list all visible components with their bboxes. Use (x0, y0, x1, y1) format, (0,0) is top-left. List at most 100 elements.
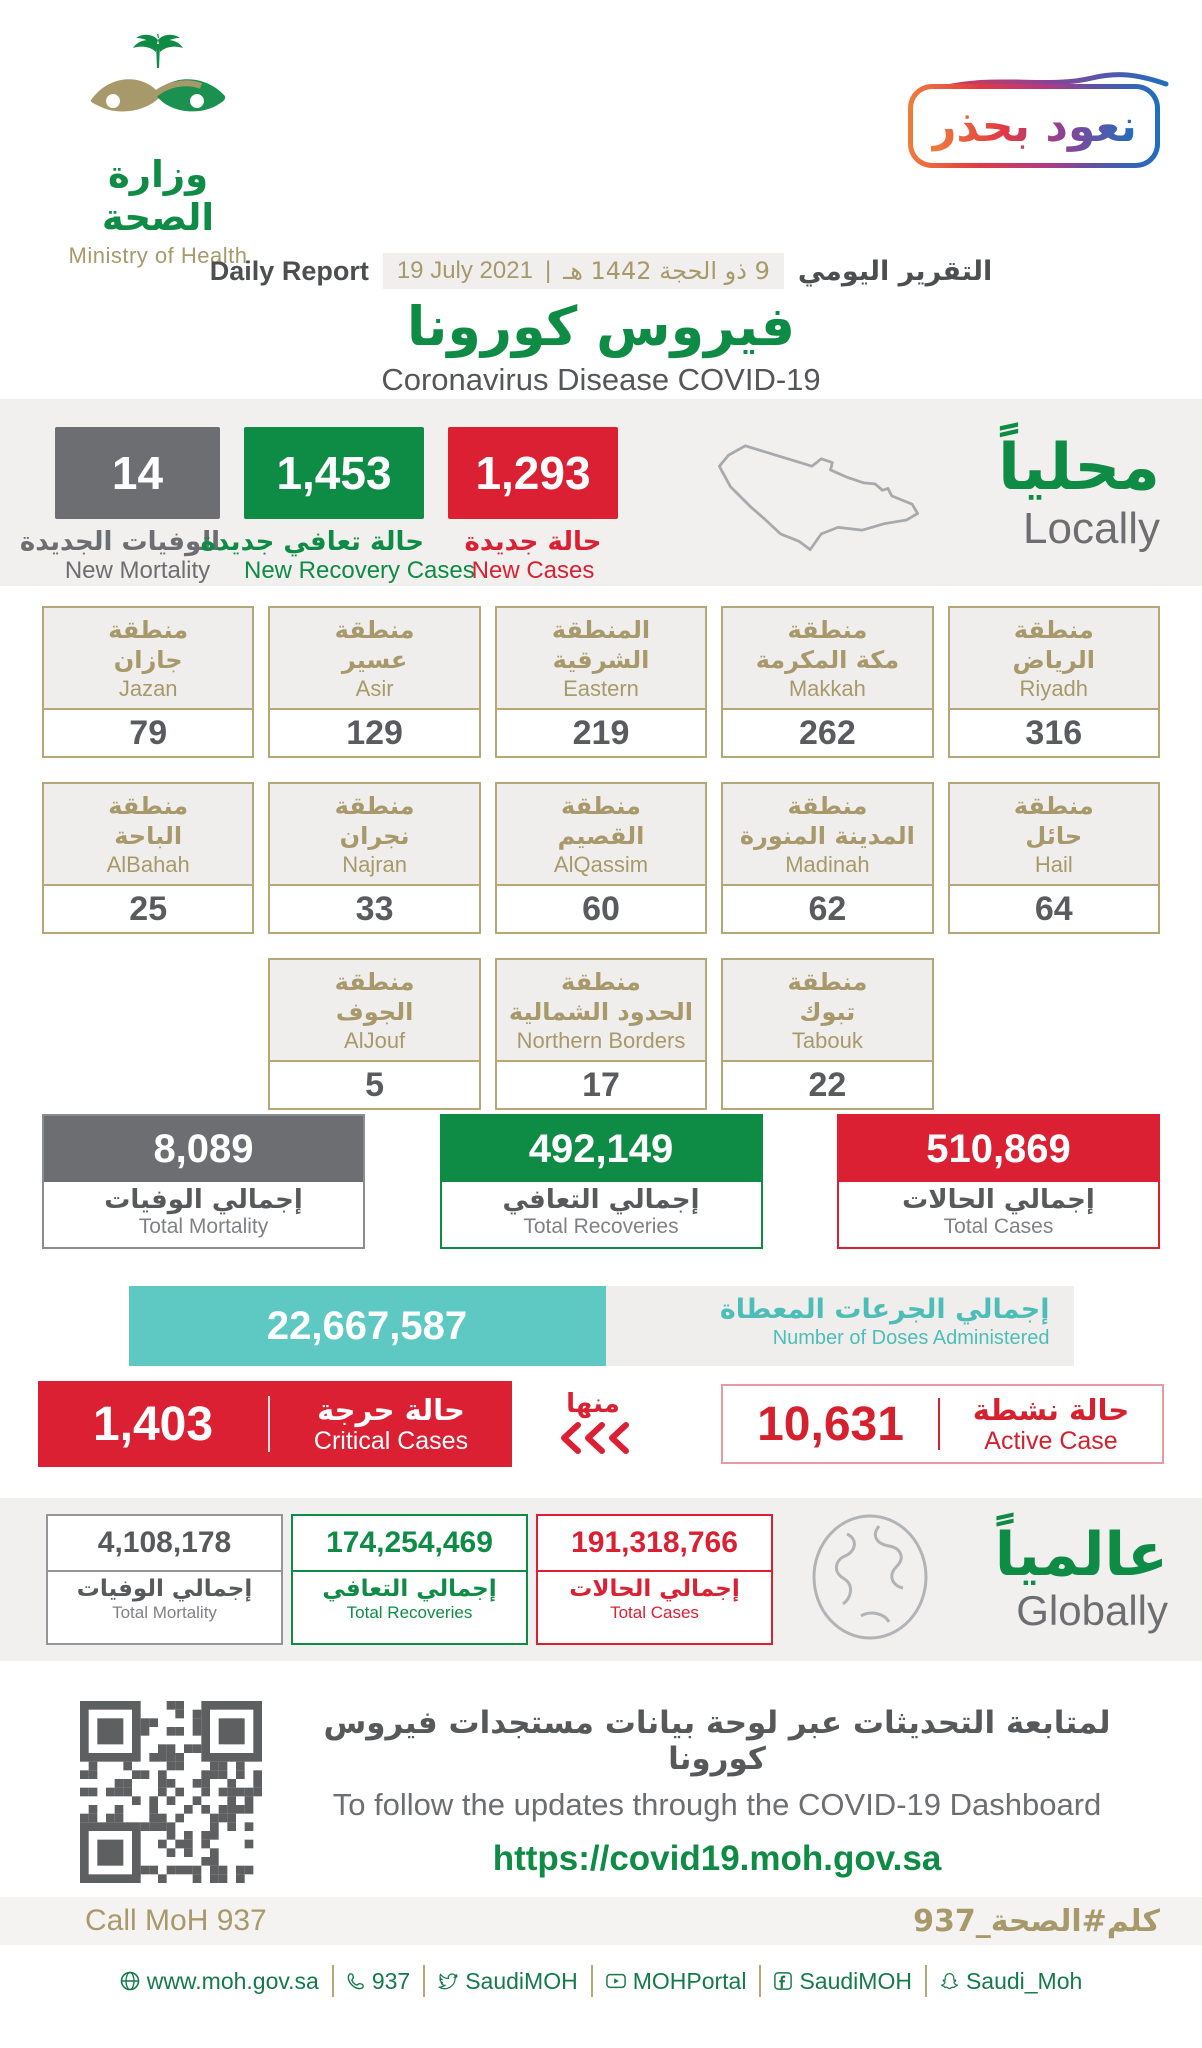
return-with-caution-badge: نعود بحذر (908, 72, 1169, 168)
total-cases-label-en: Total Cases (943, 1215, 1054, 1238)
region-name-ar: منطقة مكة المكرمة (755, 615, 900, 674)
footer-links: www.moh.gov.sa 937 SaudiMOH MOHPortal Sa… (0, 1945, 1202, 2017)
badge-swoosh-icon (925, 72, 1169, 95)
footer-label: SaudiMOH (465, 1967, 578, 1994)
separator (590, 1965, 593, 1997)
region-value: 316 (1025, 713, 1083, 752)
new-cases-value: 1,293 (448, 427, 618, 519)
region-name-en: AlBahah (106, 851, 190, 877)
separator (924, 1965, 927, 1997)
critical-label-en: Critical Cases (313, 1426, 469, 1455)
region-value: 5 (365, 1065, 385, 1104)
call-moh-label-ar: كلم#الصحة_937 (913, 1903, 1160, 1939)
footer-item-snapchat[interactable]: Saudi_Moh (940, 1968, 1082, 1995)
moh-logo-icon (73, 32, 243, 150)
active-cases-box: 10,631 حالة نشطة Active Case (721, 1384, 1164, 1464)
footer-item-youtube[interactable]: MOHPortal (605, 1968, 746, 1995)
region-value: 129 (346, 713, 403, 752)
page-title-english: Coronavirus Disease COVID-19 (381, 362, 821, 397)
new-recoveries-label-en: New Recovery Cases (244, 557, 475, 584)
page-title-arabic: فيروس كورونا (406, 295, 796, 358)
region-name-en: Jazan (118, 675, 178, 701)
region-name-ar: منطقة المدينة المنورة (739, 791, 915, 850)
active-label-en: Active Case (984, 1426, 1118, 1455)
global-mortality-label-en: Total Mortality (112, 1603, 217, 1622)
global-recoveries-label-en: Total Recoveries (346, 1603, 473, 1622)
region-name-en: Eastern (563, 675, 639, 701)
call-moh-label-en: Call MoH 937 (85, 1904, 267, 1937)
global-recoveries-label-ar: إجمالي التعافي (322, 1576, 497, 1602)
twitter-icon (438, 1973, 458, 1990)
of-which-indicator: منها (556, 1389, 630, 1460)
new-recoveries-label-ar: حالة تعافي جديدة (200, 527, 424, 557)
region-card-eastern: المنطقة الشرقية Eastern 219 (494, 606, 708, 758)
separator (331, 1965, 334, 1997)
critical-cases-box: 1,403 حالة حرجة Critical Cases (38, 1381, 512, 1467)
new-recoveries-value: 1,453 (244, 427, 424, 519)
region-card-makkah: منطقة مكة المكرمة Makkah 262 (721, 606, 934, 758)
region-card-alqassim: منطقة القصيم AlQassim 60 (494, 782, 708, 934)
footer-item-phone[interactable]: 937 (347, 1968, 410, 1995)
doses-bar: 22,667,587 إجمالي الجرعات المعطاة Number… (128, 1286, 1074, 1366)
region-name-ar: منطقة الجوف (334, 967, 415, 1026)
global-mortality-label-ar: إجمالي الوفيات (76, 1576, 253, 1602)
daily-report-label-ar: التقرير اليومي (797, 255, 993, 287)
qr-code (80, 1701, 262, 1883)
footer-label: SaudiMOH (799, 1967, 912, 1994)
dashboard-url-link[interactable]: https://covid19.moh.gov.sa (492, 1839, 942, 1878)
total-cases-box: 510,869 إجمالي الحالات Total Cases (837, 1114, 1160, 1249)
footer-item-facebook[interactable]: SaudiMOH (774, 1967, 912, 1995)
global-recoveries-value: 174,254,469 (293, 1516, 526, 1572)
region-name-ar: منطقة القصيم (557, 791, 645, 850)
region-name-ar: منطقة عسير (334, 615, 415, 674)
stat-new-cases: 1,293 حالة جديدة New Cases (448, 427, 618, 585)
active-value: 10,631 (757, 1397, 904, 1451)
separator (423, 1965, 426, 1997)
region-name-ar: منطقة الحدود الشمالية (508, 967, 694, 1026)
stat-new-recoveries: 1,453 حالة تعافي جديدة New Recovery Case… (200, 427, 475, 585)
logo-arabic-name: وزارة الصحة (101, 153, 215, 239)
region-card-albahah: منطقة الباحة AlBahah 25 (42, 782, 255, 934)
locally-section: 14 الوفيات الجديدة New Mortality 1,453 ح… (0, 399, 1202, 586)
dashboard-section: لمتابعة التحديثات عبر لوحة بيانات مستجدا… (0, 1701, 1202, 1883)
region-name-en: Northern Borders (516, 1027, 686, 1053)
region-value: 62 (808, 889, 847, 928)
date-row: Daily Report 19 July 2021 | 9 ذو الحجة 1… (0, 253, 1202, 289)
footer-label: 937 (371, 1967, 411, 1994)
region-name-ar: منطقة جازان (108, 615, 189, 674)
region-name-ar: منطقة الرياض (1012, 615, 1096, 674)
global-mortality-value: 4,108,178 (48, 1516, 281, 1572)
region-name-ar: منطقة نجران (334, 791, 415, 850)
total-mortality-value: 8,089 (44, 1116, 363, 1182)
total-cases-value: 510,869 (839, 1116, 1158, 1182)
facebook-icon (774, 1972, 793, 1990)
globally-heading-ar: عالمياً (994, 1520, 1168, 1590)
region-name-en: Asir (355, 675, 394, 701)
divider (268, 1396, 270, 1452)
footer-item-twitter[interactable]: SaudiMOH (438, 1967, 578, 1995)
stat-new-mortality: 14 الوفيات الجديدة New Mortality (20, 427, 220, 585)
region-value: 262 (799, 713, 856, 752)
region-value: 17 (582, 1065, 620, 1104)
region-value: 60 (582, 889, 620, 928)
total-mortality-box: 8,089 إجمالي الوفيات Total Mortality (42, 1114, 365, 1249)
phone-icon (347, 1973, 364, 1990)
total-recoveries-label-ar: إجمالي التعافي (502, 1185, 700, 1215)
global-cases-label-ar: إجمالي الحالات (569, 1576, 740, 1602)
critical-active-row: 1,403 حالة حرجة Critical Cases منها 10,6… (0, 1380, 1202, 1468)
footer-item-website[interactable]: www.moh.gov.sa (120, 1968, 319, 1995)
region-card-riyadh: منطقة الرياض Riyadh 316 (947, 606, 1160, 758)
region-value: 219 (572, 713, 630, 752)
footer-label: Saudi_Moh (965, 1967, 1083, 1994)
locally-heading-en: Locally (1023, 504, 1160, 554)
header: وزارة الصحة Ministry of Health نعود بحذر… (0, 0, 1202, 399)
region-name-en: AlJouf (344, 1027, 406, 1053)
call-moh-band: Call MoH 937 كلم#الصحة_937 (0, 1897, 1202, 1945)
total-recoveries-label-en: Total Recoveries (523, 1215, 679, 1238)
doses-label-en: Number of Doses Administered (772, 1327, 1050, 1349)
region-card-aljouf: منطقة الجوف AlJouf 5 (268, 958, 481, 1110)
region-name-en: Tabouk (791, 1027, 863, 1053)
locally-heading-ar: محلياً (997, 431, 1160, 505)
snapchat-icon (940, 1973, 958, 1990)
global-cases-label-en: Total Cases (610, 1603, 699, 1622)
